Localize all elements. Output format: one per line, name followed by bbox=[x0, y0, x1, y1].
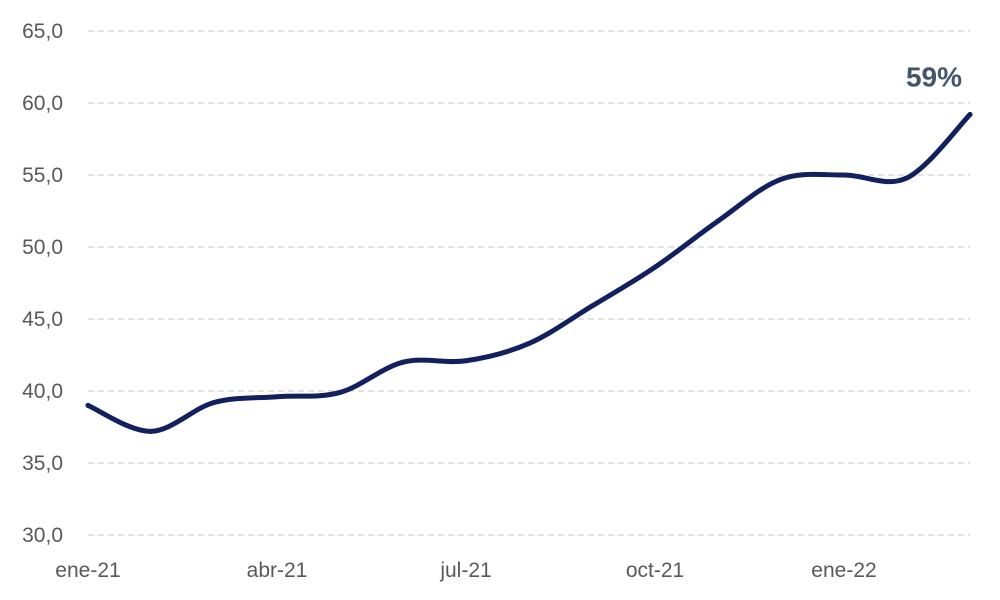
y-axis: 30,0 35,0 40,0 45,0 50,0 55,0 60,0 65,0 bbox=[22, 20, 63, 547]
x-tick-label: ene-21 bbox=[55, 559, 120, 582]
x-tick-label: abr-21 bbox=[247, 559, 308, 582]
x-axis: ene-21 abr-21 jul-21 oct-21 ene-22 bbox=[55, 559, 876, 582]
data-point bbox=[715, 218, 721, 224]
data-point bbox=[274, 394, 280, 400]
data-point bbox=[841, 172, 847, 178]
y-tick-label: 50,0 bbox=[22, 236, 63, 259]
x-tick-label: ene-22 bbox=[811, 559, 876, 582]
data-point bbox=[400, 359, 406, 365]
series-group bbox=[85, 112, 973, 434]
data-point bbox=[337, 389, 343, 395]
data-point bbox=[463, 358, 469, 364]
y-tick-label: 55,0 bbox=[22, 164, 63, 187]
data-point bbox=[526, 340, 532, 346]
y-tick-label: 60,0 bbox=[22, 92, 63, 115]
y-tick-label: 65,0 bbox=[22, 20, 63, 43]
data-point bbox=[652, 264, 658, 270]
data-point bbox=[904, 175, 910, 181]
data-point bbox=[589, 303, 595, 309]
data-point bbox=[778, 176, 784, 182]
data-point bbox=[211, 400, 217, 406]
y-tick-label: 40,0 bbox=[22, 380, 63, 403]
data-point bbox=[967, 112, 973, 118]
y-tick-label: 45,0 bbox=[22, 308, 63, 331]
data-point bbox=[148, 428, 154, 434]
annotations: 59% bbox=[906, 62, 962, 93]
x-tick-label: oct-21 bbox=[626, 559, 684, 582]
x-tick-label: jul-21 bbox=[439, 559, 491, 582]
gridlines bbox=[88, 30, 970, 536]
data-point bbox=[85, 402, 91, 408]
series-line bbox=[85, 112, 973, 434]
y-tick-label: 35,0 bbox=[22, 452, 63, 475]
data-label-last-point: 59% bbox=[906, 62, 962, 93]
y-tick-label: 30,0 bbox=[22, 524, 63, 547]
